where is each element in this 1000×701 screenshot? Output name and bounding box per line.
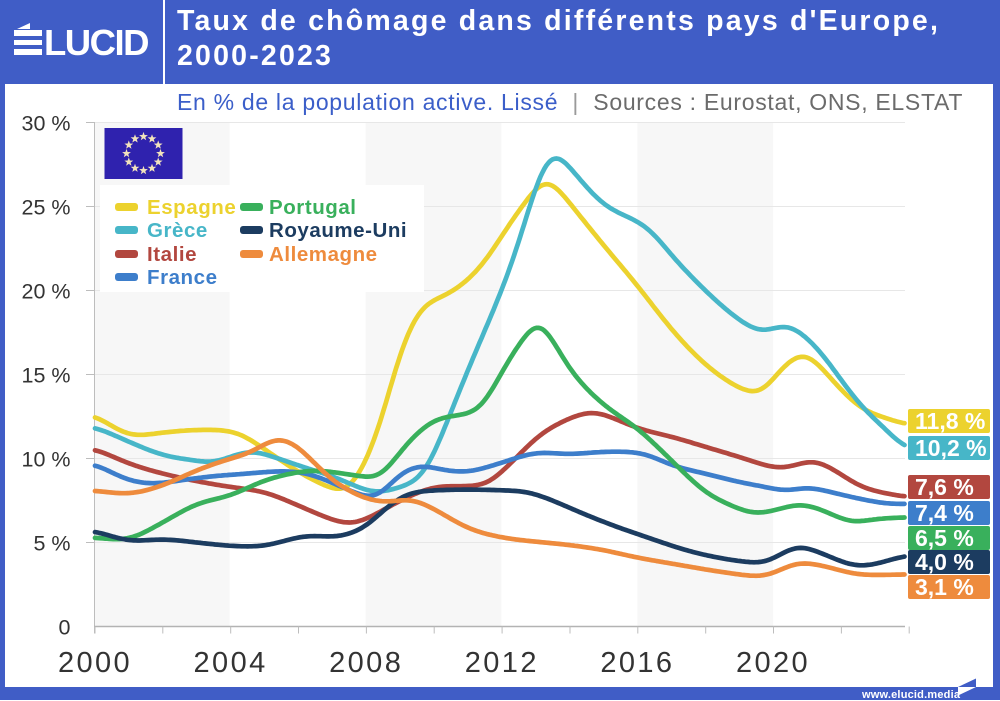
- svg-text:20 %: 20 %: [21, 280, 70, 304]
- svg-text:5 %: 5 %: [33, 532, 70, 556]
- svg-text:2016: 2016: [600, 647, 674, 679]
- svg-text:10 %: 10 %: [21, 448, 70, 472]
- svg-text:2012: 2012: [465, 647, 539, 679]
- svg-text:30 %: 30 %: [21, 112, 70, 136]
- svg-text:2004: 2004: [194, 647, 268, 679]
- svg-text:25 %: 25 %: [21, 196, 70, 220]
- svg-text:15 %: 15 %: [21, 364, 70, 388]
- svg-text:2008: 2008: [329, 647, 403, 679]
- svg-text:2020: 2020: [736, 647, 810, 679]
- svg-text:2000: 2000: [58, 647, 132, 679]
- svg-text:0: 0: [59, 616, 71, 640]
